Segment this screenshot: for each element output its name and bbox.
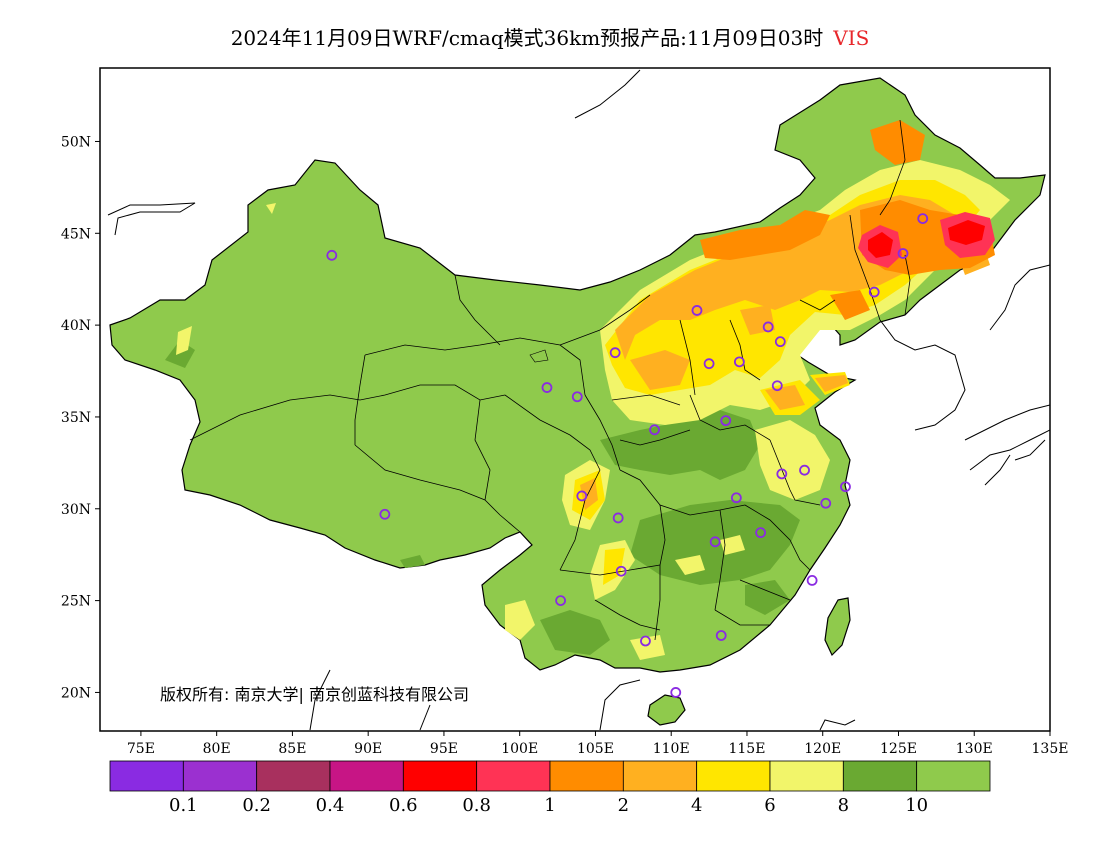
legend-label: 10	[905, 795, 928, 816]
x-tick-label: 110E	[653, 741, 690, 757]
legend-label: 0.1	[169, 795, 198, 816]
y-tick-label: 30N	[61, 502, 91, 518]
legend-label: 0.8	[462, 795, 491, 816]
x-tick-label: 75E	[127, 741, 155, 757]
x-tick-label: 120E	[804, 741, 841, 757]
legend-label: 4	[691, 795, 702, 816]
station-marker	[799, 464, 810, 476]
station-marker	[917, 213, 929, 224]
neighbor-coastlines	[107, 69, 1050, 731]
x-tick-label: 130E	[956, 741, 993, 757]
station-marker	[730, 492, 742, 504]
province-borders	[189, 119, 911, 641]
station-markers	[326, 213, 929, 698]
station-marker	[868, 286, 880, 298]
x-tick-label: 115E	[728, 741, 765, 757]
y-tick-label: 45N	[61, 226, 91, 242]
y-tick-label: 35N	[61, 410, 91, 426]
y-tick-label: 25N	[61, 594, 91, 610]
station-marker	[733, 356, 745, 368]
station-marker	[555, 595, 567, 607]
copyright-text: 版权所有: 南京大学| 南京创蓝科技有限公司	[160, 685, 469, 704]
legend-swatch	[256, 760, 331, 792]
station-marker	[774, 336, 786, 348]
station-marker	[609, 347, 621, 359]
hainan-island	[647, 694, 686, 726]
legend-swatch	[182, 760, 258, 792]
map-frame	[99, 67, 1051, 732]
x-tick-label: 125E	[880, 741, 917, 757]
station-marker	[649, 424, 660, 436]
station-marker	[806, 575, 818, 586]
x-tick-label: 135E	[1032, 741, 1069, 757]
legend-label: 0.4	[316, 795, 345, 816]
station-marker	[762, 321, 774, 333]
legend-swatch	[109, 760, 184, 792]
station-marker	[670, 687, 682, 698]
legend-label: 0.2	[242, 795, 271, 816]
legend-label: 6	[764, 795, 775, 816]
title-main: 2024年11月09日WRF/cmaq模式36km预报产品:11月09日03时	[230, 26, 824, 50]
station-marker	[541, 382, 553, 393]
legend-swatch	[476, 760, 551, 792]
station-marker	[326, 249, 338, 261]
station-marker	[571, 391, 583, 403]
x-tick-label: 80E	[203, 741, 231, 757]
station-marker	[771, 380, 783, 392]
station-marker	[612, 512, 624, 524]
legend-label: 1	[544, 795, 555, 816]
station-marker	[840, 481, 851, 493]
map-title: 2024年11月09日WRF/cmaq模式36km预报产品:11月09日03时 V…	[0, 22, 1100, 51]
y-tick-label: 40N	[61, 318, 91, 334]
legend-swatch	[696, 760, 771, 792]
station-marker	[720, 415, 732, 427]
station-marker	[709, 536, 721, 548]
station-marker	[379, 508, 391, 520]
x-tick-label: 105E	[577, 741, 614, 757]
legend-swatch	[916, 760, 991, 792]
x-tick-label: 100E	[501, 741, 538, 757]
legend-swatch	[549, 760, 624, 792]
map-axes: 75E 80E 85E 90E 95E 100E 105E 110E 115E 120E 125E 1…	[61, 134, 1069, 757]
station-marker	[897, 248, 909, 259]
taiwan-island	[824, 597, 851, 657]
station-marker	[691, 305, 703, 316]
station-marker	[715, 630, 727, 641]
legend-swatch	[329, 760, 404, 792]
visibility-0.6-0.8-zones	[868, 220, 985, 258]
station-marker	[776, 468, 788, 480]
station-marker	[615, 565, 627, 577]
y-tick-label: 50N	[61, 134, 91, 150]
legend-label: 2	[618, 795, 629, 816]
station-marker	[755, 527, 767, 539]
title-variable: VIS	[833, 26, 870, 50]
legend-swatch	[842, 760, 918, 792]
map-content	[107, 69, 1050, 731]
legend-swatch	[622, 760, 698, 792]
x-tick-label: 85E	[278, 741, 306, 757]
legend-label: 8	[838, 795, 849, 816]
legend-swatch	[402, 760, 478, 792]
qinghai-lake	[529, 349, 549, 363]
station-marker	[703, 358, 715, 370]
station-marker	[820, 497, 832, 509]
x-tick-label: 95E	[430, 741, 458, 757]
station-marker	[640, 635, 651, 647]
legend-label: 0.6	[389, 795, 418, 816]
legend-swatch	[769, 760, 844, 792]
x-tick-label: 90E	[354, 741, 382, 757]
y-tick-label: 20N	[61, 685, 91, 701]
station-marker	[576, 490, 588, 502]
